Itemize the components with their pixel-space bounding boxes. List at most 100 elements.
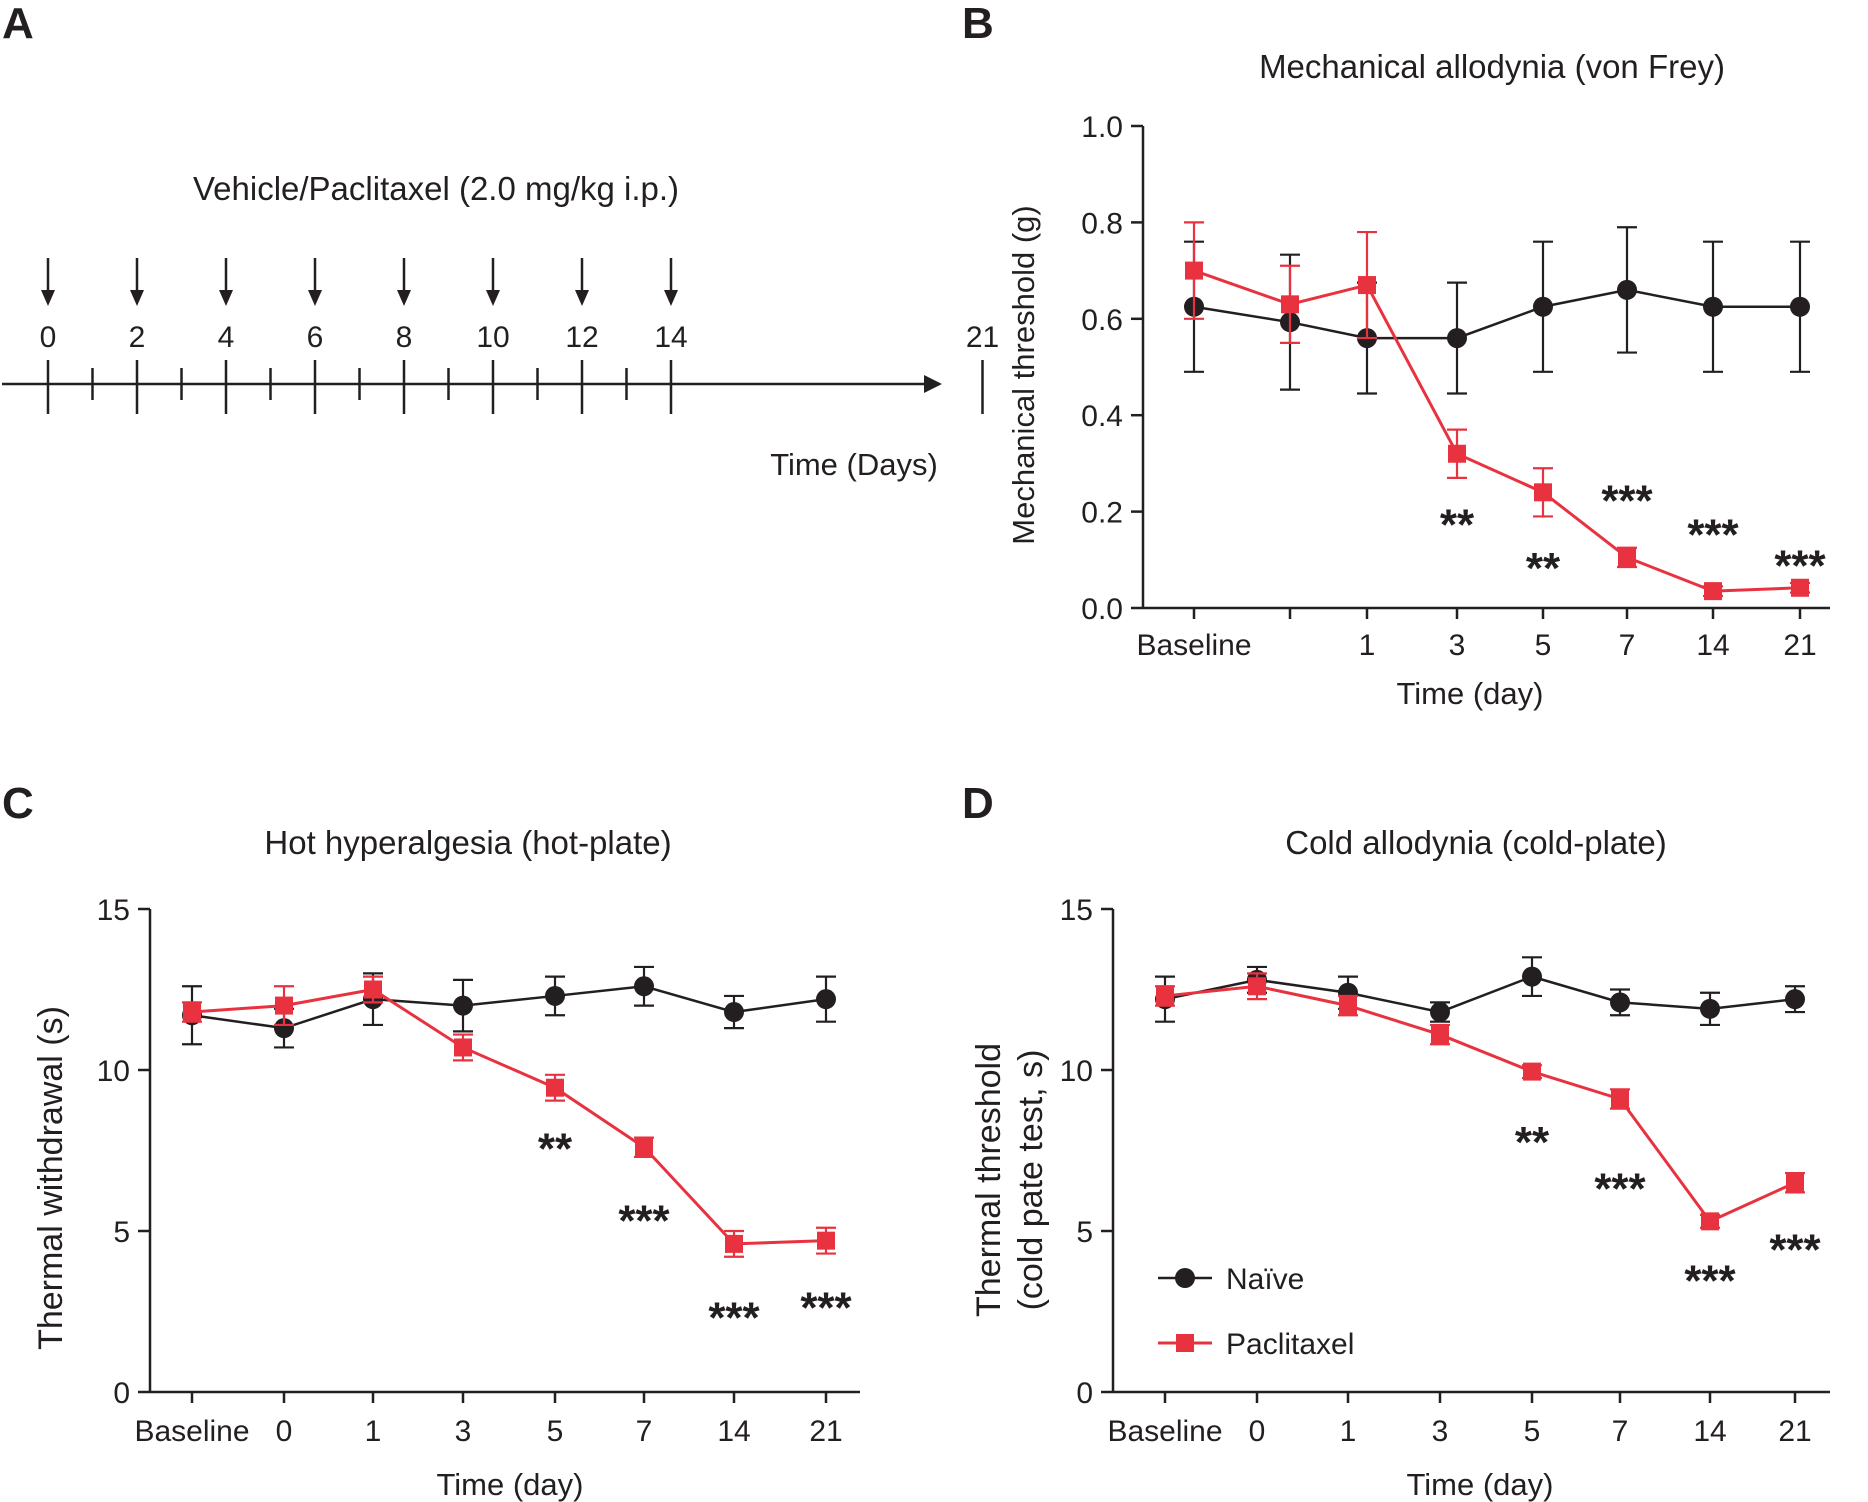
x-tick-label: 7 [1612, 1415, 1629, 1448]
significance-marker: *** [800, 1284, 852, 1333]
data-point-circle [545, 985, 565, 1006]
series-paclitaxel [1155, 972, 1805, 1231]
panel-letter-b: B [962, 0, 994, 48]
series-line [1164, 975, 1796, 1014]
injection-arrow-head [130, 290, 144, 306]
timeline-day-label: 12 [565, 321, 598, 354]
data-point-square [1448, 444, 1466, 463]
panel-c-hot-hyperalgesia: C Hot hyperalgesia (hot-plate) Thermal w… [2, 779, 860, 1502]
dose-label: Vehicle/Paclitaxel (2.0 mg/kg i.p.) [193, 170, 679, 207]
legend-naive-label: Naïve [1226, 1263, 1304, 1296]
y-tick-label: 15 [1060, 894, 1093, 927]
significance-marker: *** [1774, 542, 1826, 591]
series-line [1193, 269, 1801, 593]
injection-arrow-head [219, 290, 233, 306]
significance-marker: *** [1687, 510, 1739, 559]
panel-a-timeline: A Vehicle/Paclitaxel (2.0 mg/kg i.p.) 0 2… [2, 0, 999, 482]
x-tick-label: Baseline [134, 1415, 249, 1448]
data-point-circle [1533, 296, 1553, 317]
x-tick-label: 21 [1778, 1415, 1811, 1448]
x-axis-label-c: Time (day) [437, 1467, 584, 1502]
panel-b-mechanical-allodynia: B Mechanical allodynia (von Frey) Mechan… [962, 0, 1830, 711]
significance-marker: ** [1440, 501, 1475, 550]
series-line [1164, 984, 1796, 1224]
data-point-square [1618, 548, 1636, 567]
x-tick-label: 5 [1524, 1415, 1541, 1448]
x-tick-label: 5 [547, 1415, 564, 1448]
series-naive [182, 965, 836, 1049]
data-point-square [275, 996, 293, 1015]
data-point-square [1339, 996, 1357, 1015]
injection-arrow-head [486, 290, 500, 306]
series-paclitaxel [1184, 221, 1810, 601]
data-point-circle [1430, 1002, 1450, 1023]
legend-paclitaxel-label: Paclitaxel [1226, 1328, 1354, 1361]
data-point-square [454, 1038, 472, 1057]
data-point-square [1611, 1089, 1629, 1108]
data-point-circle [816, 989, 836, 1010]
x-tick-label: Baseline [1107, 1415, 1222, 1448]
panel-letter-a: A [2, 0, 34, 48]
x-tick-label: 0 [276, 1415, 293, 1448]
timeline-day-label: 8 [396, 321, 413, 354]
timeline-day-label: 2 [129, 321, 146, 354]
significance-marker: *** [618, 1197, 670, 1246]
data-point-circle [1790, 296, 1810, 317]
series-paclitaxel [182, 975, 836, 1258]
data-point-square [1791, 578, 1809, 597]
significance-marker: *** [1684, 1256, 1736, 1305]
panel-letter-c: C [2, 779, 34, 828]
timeline-day-label: 6 [307, 321, 324, 354]
data-point-square [1156, 986, 1174, 1005]
data-point-square [1523, 1062, 1541, 1081]
timeline-ticks [46, 360, 984, 414]
significance-marker: *** [1594, 1165, 1646, 1214]
x-tick-label: 3 [455, 1415, 472, 1448]
data-point-circle [1522, 966, 1542, 987]
data-point-circle [1610, 992, 1630, 1013]
data-point-square [1281, 295, 1299, 314]
data-point-square [635, 1138, 653, 1157]
data-point-square [1185, 261, 1203, 280]
data-point-circle [453, 995, 473, 1016]
data-point-circle [634, 976, 654, 997]
significance-marker: ** [1526, 544, 1561, 593]
injection-arrow-head [397, 290, 411, 306]
x-tick-label: 5 [1535, 629, 1552, 662]
injection-arrow-head [41, 290, 55, 306]
x-axis-label-d: Time (day) [1407, 1467, 1554, 1502]
y-tick-label: 0.2 [1081, 497, 1123, 530]
y-tick-label: 0.0 [1081, 593, 1123, 626]
significance-marker: *** [1769, 1226, 1821, 1275]
data-point-square [546, 1078, 564, 1097]
y-tick-label: 0 [113, 1377, 130, 1410]
y-tick-label: 5 [1076, 1216, 1093, 1249]
legend-paclitaxel-marker [1176, 1334, 1194, 1352]
injection-arrow-head [308, 290, 322, 306]
data-point-circle [1785, 989, 1805, 1010]
x-tick-label: 7 [1619, 629, 1636, 662]
y-tick-label: 5 [113, 1216, 130, 1249]
chart-title-c: Hot hyperalgesia (hot-plate) [264, 824, 671, 861]
injection-arrows [41, 258, 678, 306]
injection-arrow-head [664, 290, 678, 306]
y-axis-label-c: Thermal withdrawal (s) [32, 1006, 70, 1350]
chart-title-b: Mechanical allodynia (von Frey) [1259, 48, 1725, 85]
y-tick-label: 15 [97, 894, 130, 927]
y-tick-label: 0.4 [1081, 400, 1123, 433]
data-point-square [1248, 977, 1266, 996]
x-axis-label-b: Time (day) [1397, 676, 1544, 711]
data-point-square [1701, 1212, 1719, 1231]
x-tick-label: Baseline [1136, 629, 1251, 662]
significance-marker: ** [1515, 1118, 1550, 1167]
data-point-circle [1447, 328, 1467, 349]
data-point-square [725, 1234, 743, 1253]
timeline-day-labels: 0 2 4 6 8 10 12 14 21 [40, 321, 1000, 354]
panel-letter-d: D [962, 779, 994, 828]
data-point-circle [1700, 998, 1720, 1019]
data-point-square [1534, 483, 1552, 502]
x-tick-label: 1 [365, 1415, 382, 1448]
timeline-day-label: 0 [40, 321, 57, 354]
x-tick-label: 1 [1340, 1415, 1357, 1448]
